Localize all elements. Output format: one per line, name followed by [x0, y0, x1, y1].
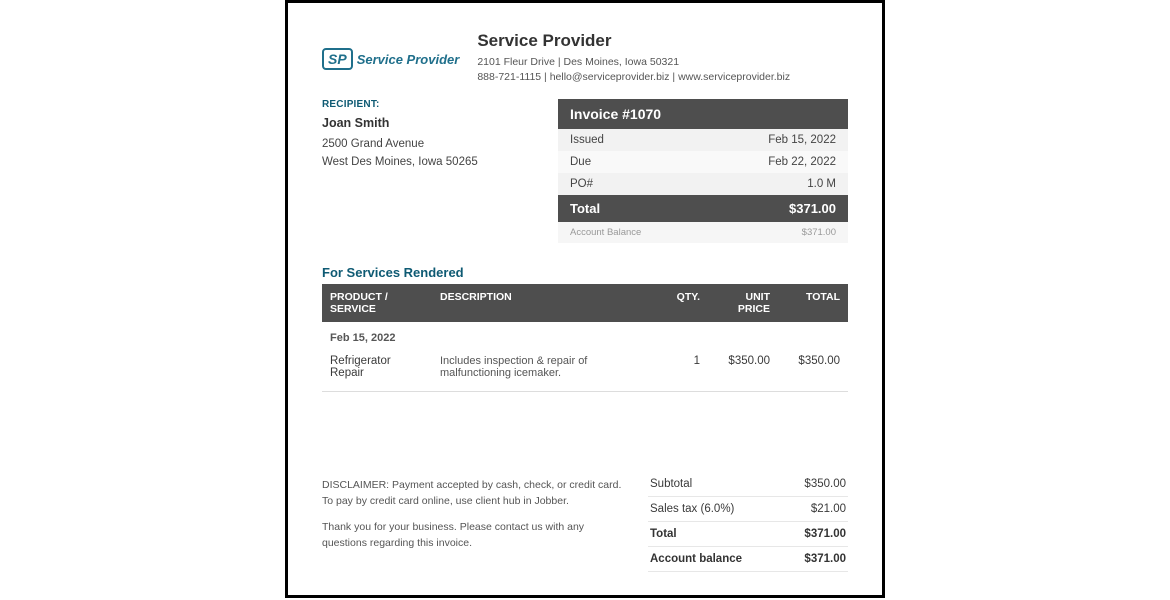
- item-total: $350.00: [778, 351, 848, 392]
- recipient-name: Joan Smith: [322, 116, 542, 130]
- invoice-issued-row: Issued Feb 15, 2022: [558, 129, 848, 151]
- item-unit-price: $350.00: [708, 351, 778, 392]
- logo-abbr: SP: [322, 48, 353, 70]
- subtotal-label: Subtotal: [650, 478, 692, 490]
- invoice-balance-label: Account Balance: [570, 227, 641, 238]
- invoice-summary-box: Invoice #1070 Issued Feb 15, 2022 Due Fe…: [558, 99, 848, 243]
- totals-block: Subtotal $350.00 Sales tax (6.0%) $21.00…: [648, 472, 848, 572]
- services-heading: For Services Rendered: [322, 265, 848, 280]
- grand-total-row: Total $371.00: [648, 522, 848, 547]
- invoice-po-value: 1.0 M: [807, 178, 836, 190]
- invoice-issued-label: Issued: [570, 134, 604, 146]
- col-description: DESCRIPTION: [432, 284, 658, 322]
- disclaimer-block: DISCLAIMER: Payment accepted by cash, ch…: [322, 472, 630, 572]
- invoice-due-label: Due: [570, 156, 591, 168]
- col-qty: QTY.: [658, 284, 708, 322]
- top-row: RECIPIENT: Joan Smith 2500 Grand Avenue …: [322, 99, 848, 243]
- col-unit-price: UNIT PRICE: [708, 284, 778, 322]
- recipient-address-line2: West Des Moines, Iowa 50265: [322, 154, 542, 172]
- col-total: TOTAL: [778, 284, 848, 322]
- company-address: 2101 Fleur Drive | Des Moines, Iowa 5032…: [477, 55, 848, 70]
- invoice-due-row: Due Feb 22, 2022: [558, 151, 848, 173]
- invoice-po-row: PO# 1.0 M: [558, 173, 848, 195]
- col-product: PRODUCT / SERVICE: [322, 284, 432, 322]
- invoice-title: Invoice #1070: [558, 99, 848, 129]
- service-date-row: Feb 15, 2022: [322, 322, 848, 351]
- invoice-po-label: PO#: [570, 178, 593, 190]
- invoice-balance-row: Account Balance $371.00: [558, 222, 848, 243]
- company-logo: SP Service Provider: [322, 31, 459, 85]
- invoice-total-label: Total: [570, 201, 600, 216]
- logo-name: Service Provider: [357, 52, 460, 67]
- grand-total-value: $371.00: [804, 528, 846, 540]
- document-footer: DISCLAIMER: Payment accepted by cash, ch…: [322, 472, 848, 572]
- tax-value: $21.00: [811, 503, 846, 515]
- invoice-total-bar: Total $371.00: [558, 195, 848, 222]
- subtotal-row: Subtotal $350.00: [648, 472, 848, 497]
- invoice-total-value: $371.00: [789, 201, 836, 216]
- tax-row: Sales tax (6.0%) $21.00: [648, 497, 848, 522]
- company-info: Service Provider 2101 Fleur Drive | Des …: [471, 31, 848, 85]
- recipient-block: RECIPIENT: Joan Smith 2500 Grand Avenue …: [322, 99, 542, 243]
- invoice-issued-value: Feb 15, 2022: [768, 134, 836, 146]
- recipient-address-line1: 2500 Grand Avenue: [322, 136, 542, 154]
- disclaimer-line2: Thank you for your business. Please cont…: [322, 520, 630, 552]
- table-header-row: PRODUCT / SERVICE DESCRIPTION QTY. UNIT …: [322, 284, 848, 322]
- invoice-balance-value: $371.00: [802, 227, 836, 238]
- invoice-due-value: Feb 22, 2022: [768, 156, 836, 168]
- table-row: Refrigerator Repair Includes inspection …: [322, 351, 848, 392]
- invoice-document: SP Service Provider Service Provider 210…: [285, 0, 885, 598]
- company-name: Service Provider: [477, 31, 848, 51]
- company-contact: 888-721-1115 | hello@serviceprovider.biz…: [477, 70, 848, 85]
- balance-row: Account balance $371.00: [648, 547, 848, 572]
- item-name: Refrigerator Repair: [322, 351, 432, 392]
- document-header: SP Service Provider Service Provider 210…: [322, 31, 848, 85]
- subtotal-value: $350.00: [804, 478, 846, 490]
- service-group-date: Feb 15, 2022: [322, 322, 848, 351]
- item-description: Includes inspection & repair of malfunct…: [432, 351, 658, 392]
- grand-total-label: Total: [650, 528, 677, 540]
- disclaimer-line1: DISCLAIMER: Payment accepted by cash, ch…: [322, 478, 630, 510]
- services-table: PRODUCT / SERVICE DESCRIPTION QTY. UNIT …: [322, 284, 848, 392]
- balance-value: $371.00: [804, 553, 846, 565]
- tax-label: Sales tax (6.0%): [650, 503, 734, 515]
- recipient-label: RECIPIENT:: [322, 99, 542, 110]
- item-qty: 1: [658, 351, 708, 392]
- balance-label: Account balance: [650, 553, 742, 565]
